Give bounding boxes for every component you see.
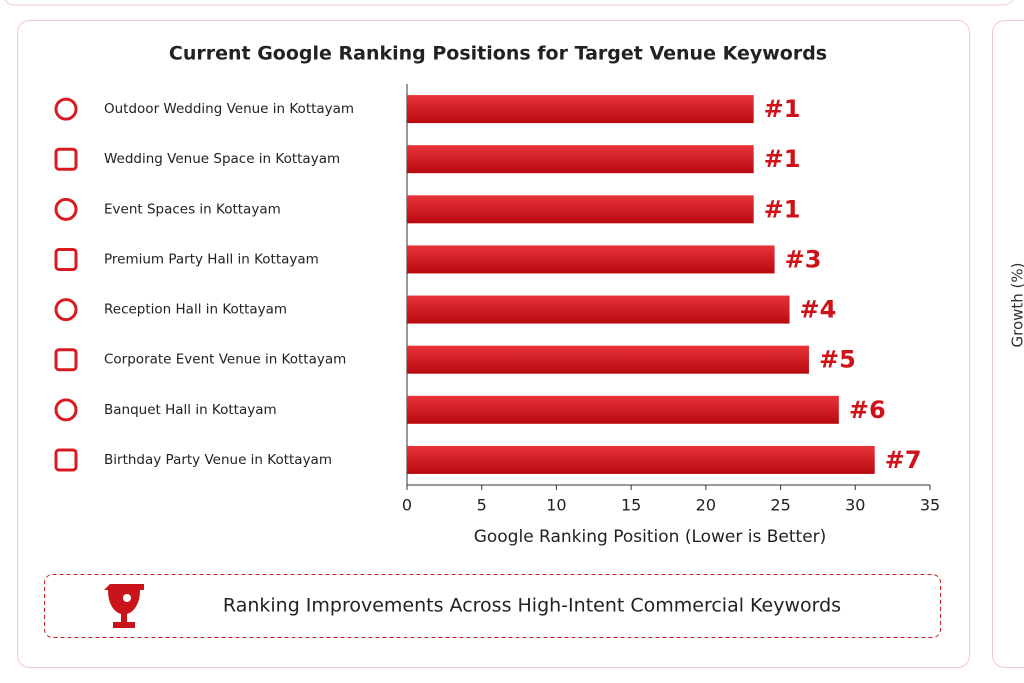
x-tick-label: 25 xyxy=(770,496,790,515)
bar xyxy=(407,445,875,474)
bar xyxy=(407,295,790,324)
x-tick-label: 35 xyxy=(920,496,940,515)
chart-title: Current Google Ranking Positions for Tar… xyxy=(169,43,827,65)
rank-label: #1 xyxy=(764,195,801,223)
category-icon xyxy=(54,197,78,221)
rank-label: #1 xyxy=(764,95,801,123)
bar xyxy=(407,195,754,224)
category-label: Outdoor Wedding Venue in Kottayam xyxy=(104,101,354,117)
bar xyxy=(407,95,754,124)
category-label: Event Spaces in Kottayam xyxy=(104,201,281,217)
card xyxy=(17,20,970,668)
category-label: Wedding Venue Space in Kottayam xyxy=(104,151,340,167)
bar xyxy=(407,345,809,374)
banner xyxy=(44,574,941,638)
rank-label: #1 xyxy=(764,145,801,173)
rank-label: #3 xyxy=(785,245,822,273)
category-icon xyxy=(54,247,78,271)
category-label: Birthday Party Venue in Kottayam xyxy=(104,452,332,468)
category-icon xyxy=(54,298,78,322)
trophy-icon xyxy=(104,584,144,628)
rank-label: #6 xyxy=(849,396,886,424)
category-icon xyxy=(54,448,78,472)
x-tick-label: 20 xyxy=(696,496,716,515)
side-card xyxy=(992,20,1024,668)
category-label: Banquet Hall in Kottayam xyxy=(104,402,277,418)
bar xyxy=(407,145,754,174)
category-label: Premium Party Hall in Kottayam xyxy=(104,251,319,267)
x-tick-label: 30 xyxy=(845,496,865,515)
x-tick-label: 10 xyxy=(546,496,566,515)
side-axis-label: Growth (%) xyxy=(1009,262,1024,347)
bar xyxy=(407,245,775,274)
rank-label: #4 xyxy=(800,296,837,324)
bar xyxy=(407,395,839,424)
category-icon xyxy=(54,97,78,121)
x-tick-label: 5 xyxy=(477,496,487,515)
x-tick-label: 15 xyxy=(621,496,641,515)
x-tick-label: 0 xyxy=(402,496,412,515)
category-icon xyxy=(54,147,78,171)
rank-label: #7 xyxy=(885,446,922,474)
category-icon xyxy=(54,348,78,372)
banner-text: Ranking Improvements Across High-Intent … xyxy=(223,595,841,617)
rank-label: #5 xyxy=(819,346,856,374)
category-icon xyxy=(54,398,78,422)
top-card xyxy=(4,0,1014,6)
x-axis-label: Google Ranking Position (Lower is Better… xyxy=(474,527,827,547)
category-label: Corporate Event Venue in Kottayam xyxy=(104,352,346,368)
category-label: Reception Hall in Kottayam xyxy=(104,302,287,318)
